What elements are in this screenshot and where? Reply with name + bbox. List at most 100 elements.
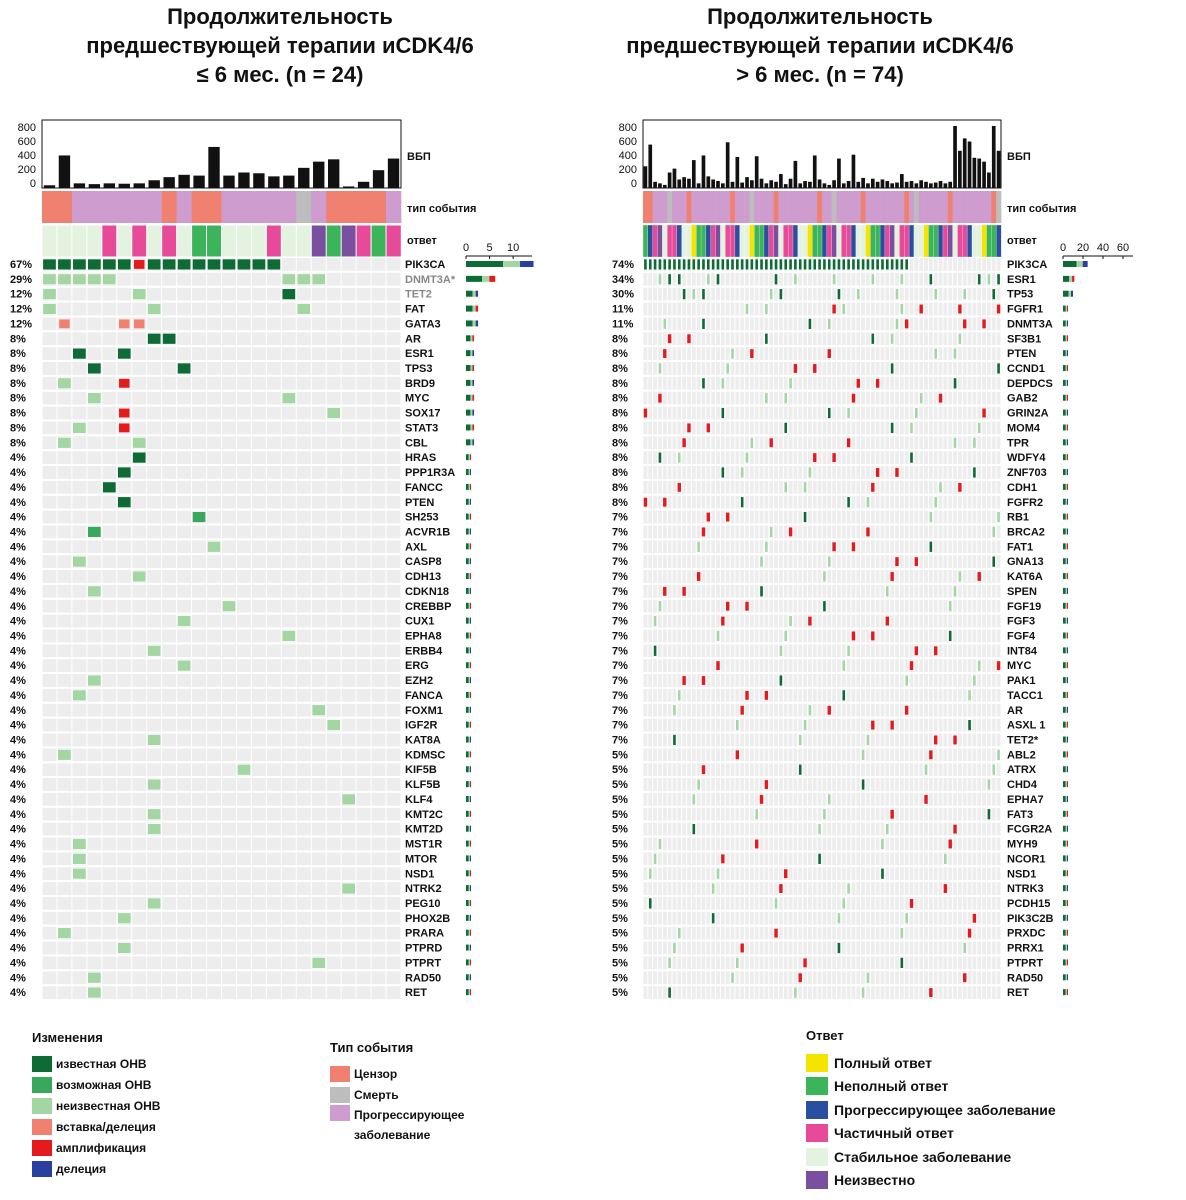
grid-cell	[745, 584, 749, 598]
grid-cell	[735, 778, 740, 791]
grid-cell	[754, 540, 759, 554]
grid-cell	[788, 436, 793, 450]
grid-cell	[827, 659, 832, 673]
grid-cell	[311, 287, 326, 301]
grid-cell	[754, 466, 759, 479]
grid-cell	[711, 807, 716, 821]
grid-cell	[72, 778, 87, 791]
grid-cell	[192, 287, 207, 301]
grid-cell	[933, 614, 938, 628]
grid-cell	[677, 495, 682, 509]
grid-cell	[326, 941, 341, 955]
grid-cell	[880, 302, 885, 316]
frequency-bar	[503, 261, 521, 267]
grid-cell	[696, 525, 701, 539]
grid-cell	[986, 718, 991, 732]
grid-cell	[716, 391, 720, 405]
grid-cell	[967, 421, 972, 435]
grid-cell	[856, 852, 861, 866]
grid-cell	[953, 599, 957, 613]
grid-cell	[962, 540, 967, 554]
grid-cell	[895, 748, 899, 762]
grid-cell	[856, 466, 861, 479]
grid-cell	[72, 391, 87, 405]
grid-cell	[851, 332, 856, 346]
grid-cell	[386, 599, 401, 613]
grid-cell	[783, 688, 788, 702]
grid-cell	[938, 703, 943, 717]
grid-cell	[341, 391, 356, 405]
grid-cell	[861, 822, 866, 836]
pfs-bar	[919, 180, 924, 188]
grid-cell	[356, 317, 371, 331]
alteration-mark	[72, 273, 87, 286]
grid-cell	[778, 272, 783, 286]
grid-cell	[653, 822, 658, 836]
grid-cell	[696, 347, 701, 361]
grid-cell	[875, 763, 880, 777]
grid-cell	[769, 674, 774, 687]
grid-cell	[793, 674, 798, 687]
grid-cell	[895, 837, 899, 851]
response-cell	[947, 224, 954, 258]
grid-cell	[759, 703, 764, 717]
frequency-bar	[466, 706, 469, 713]
grid-cell	[672, 867, 677, 881]
grid-cell	[933, 718, 938, 732]
grid-cell	[749, 302, 754, 316]
grid-cell	[281, 674, 296, 687]
event-cell	[691, 191, 697, 223]
pfs-bar	[769, 180, 774, 188]
grid-cell	[846, 599, 851, 613]
grid-cell	[682, 614, 687, 628]
grid-cell	[696, 302, 701, 316]
grid-cell	[851, 466, 856, 479]
grid-cell	[933, 867, 938, 881]
grid-cell	[856, 480, 861, 494]
grid-cell	[870, 376, 875, 390]
grid-cell	[653, 688, 658, 702]
grid-cell	[943, 867, 948, 881]
grid-cell	[281, 733, 296, 747]
grid-cell	[827, 852, 832, 866]
grid-cell	[716, 540, 720, 554]
grid-cell	[687, 822, 691, 836]
grid-cell	[87, 599, 102, 613]
grid-cell	[943, 451, 948, 465]
grid-cell	[672, 614, 677, 628]
grid-cell	[832, 718, 837, 732]
grid-cell	[672, 763, 677, 777]
grid-cell	[783, 733, 788, 747]
grid-cell	[972, 778, 977, 791]
grid-cell	[807, 852, 812, 866]
grid-cell	[341, 495, 356, 509]
grid-cell	[745, 882, 749, 895]
grid-cell	[356, 466, 371, 479]
grid-cell	[667, 644, 672, 658]
grid-cell	[222, 480, 236, 494]
grid-cell	[924, 629, 928, 643]
grid-cell	[798, 317, 803, 331]
grid-cell	[933, 525, 938, 539]
grid-cell	[716, 778, 720, 791]
grid-cell	[87, 748, 102, 762]
pfs-bar	[904, 181, 909, 188]
grid-cell	[914, 674, 919, 687]
grid-cell	[769, 614, 774, 628]
gene-label: PEG10	[405, 898, 440, 910]
grid-cell	[102, 495, 117, 509]
grid-cell	[957, 436, 962, 450]
grid-cell	[793, 599, 798, 613]
grid-cell	[192, 926, 207, 940]
grid-cell	[914, 584, 919, 598]
grid-cell	[895, 659, 899, 673]
grid-cell	[326, 362, 341, 375]
grid-cell	[749, 584, 754, 598]
grid-cell	[102, 287, 117, 301]
grid-cell	[986, 555, 991, 569]
grid-cell	[162, 882, 177, 895]
frequency-bar	[468, 706, 470, 713]
grid-cell	[774, 748, 778, 762]
grid-cell	[948, 362, 953, 375]
grid-cell	[953, 688, 957, 702]
